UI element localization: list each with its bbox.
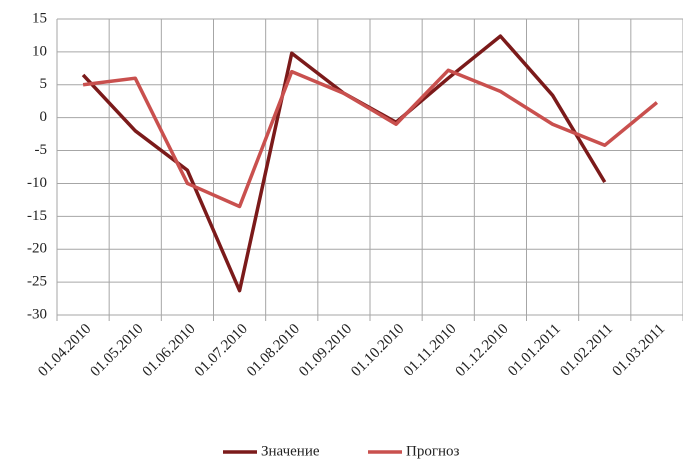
y-tick-label: 15 (32, 10, 47, 26)
x-tick-label: 01.10.2010 (348, 321, 407, 380)
y-tick-label: -5 (35, 142, 48, 158)
legend-label: Значение (261, 443, 320, 459)
y-tick-label: -10 (27, 175, 47, 191)
y-tick-label: -20 (27, 241, 47, 257)
legend-label: Прогноз (406, 443, 460, 459)
y-tick-label: 0 (40, 109, 48, 125)
series-line (82, 68, 659, 209)
y-tick-label: 5 (40, 76, 48, 92)
x-tick-label: 01.11.2010 (401, 321, 460, 380)
y-tick-label: -25 (27, 274, 47, 290)
x-tick-label: 01.09.2010 (296, 321, 355, 380)
y-tick-label: -15 (27, 208, 47, 224)
x-tick-label: 01.02.2011 (557, 321, 616, 380)
x-tick-label: 01.08.2010 (244, 321, 303, 380)
x-tick-label: 01.07.2010 (192, 321, 251, 380)
y-tick-label: 10 (32, 43, 47, 59)
x-tick-label: 01.05.2010 (87, 321, 146, 380)
x-tick-label: 01.06.2010 (140, 321, 199, 380)
x-tick-label: 01.03.2011 (610, 321, 669, 380)
x-tick-label: 01.04.2010 (35, 321, 94, 380)
y-tick-label: -30 (27, 306, 47, 322)
x-tick-label: 01.12.2010 (453, 321, 512, 380)
x-tick-label: 01.01.2011 (505, 321, 564, 380)
